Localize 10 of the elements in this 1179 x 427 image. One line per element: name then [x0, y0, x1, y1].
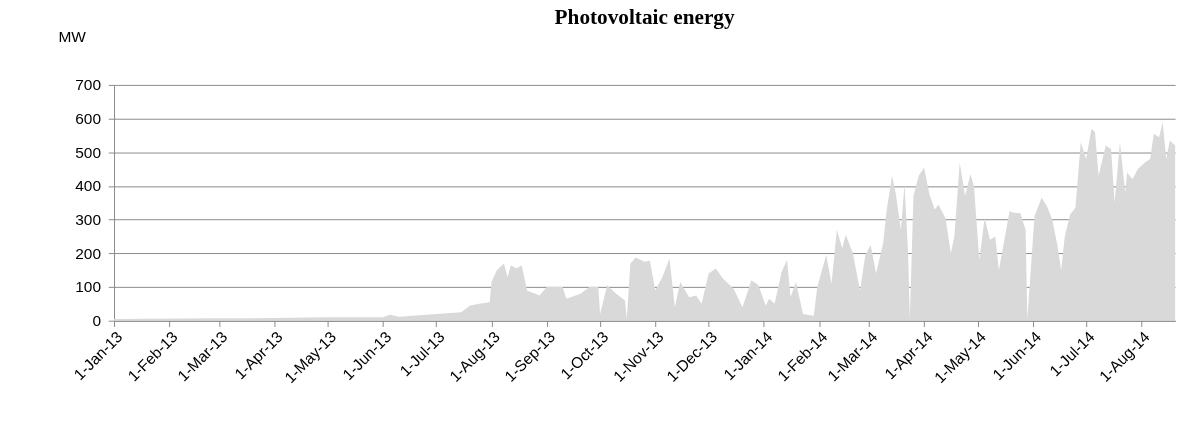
y-tick-label: 500 [75, 143, 101, 161]
y-tick-label: 0 [92, 312, 101, 330]
y-axis-title: MW [58, 27, 87, 45]
y-tick-label: 400 [75, 177, 101, 195]
y-tick-label: 200 [75, 244, 101, 262]
y-tick-label: 100 [75, 278, 101, 296]
y-tick-label: 300 [75, 210, 101, 228]
y-tick-label: 700 [75, 76, 101, 94]
chart-title: Photovoltaic energy [554, 5, 735, 30]
y-tick-label: 600 [75, 109, 101, 127]
